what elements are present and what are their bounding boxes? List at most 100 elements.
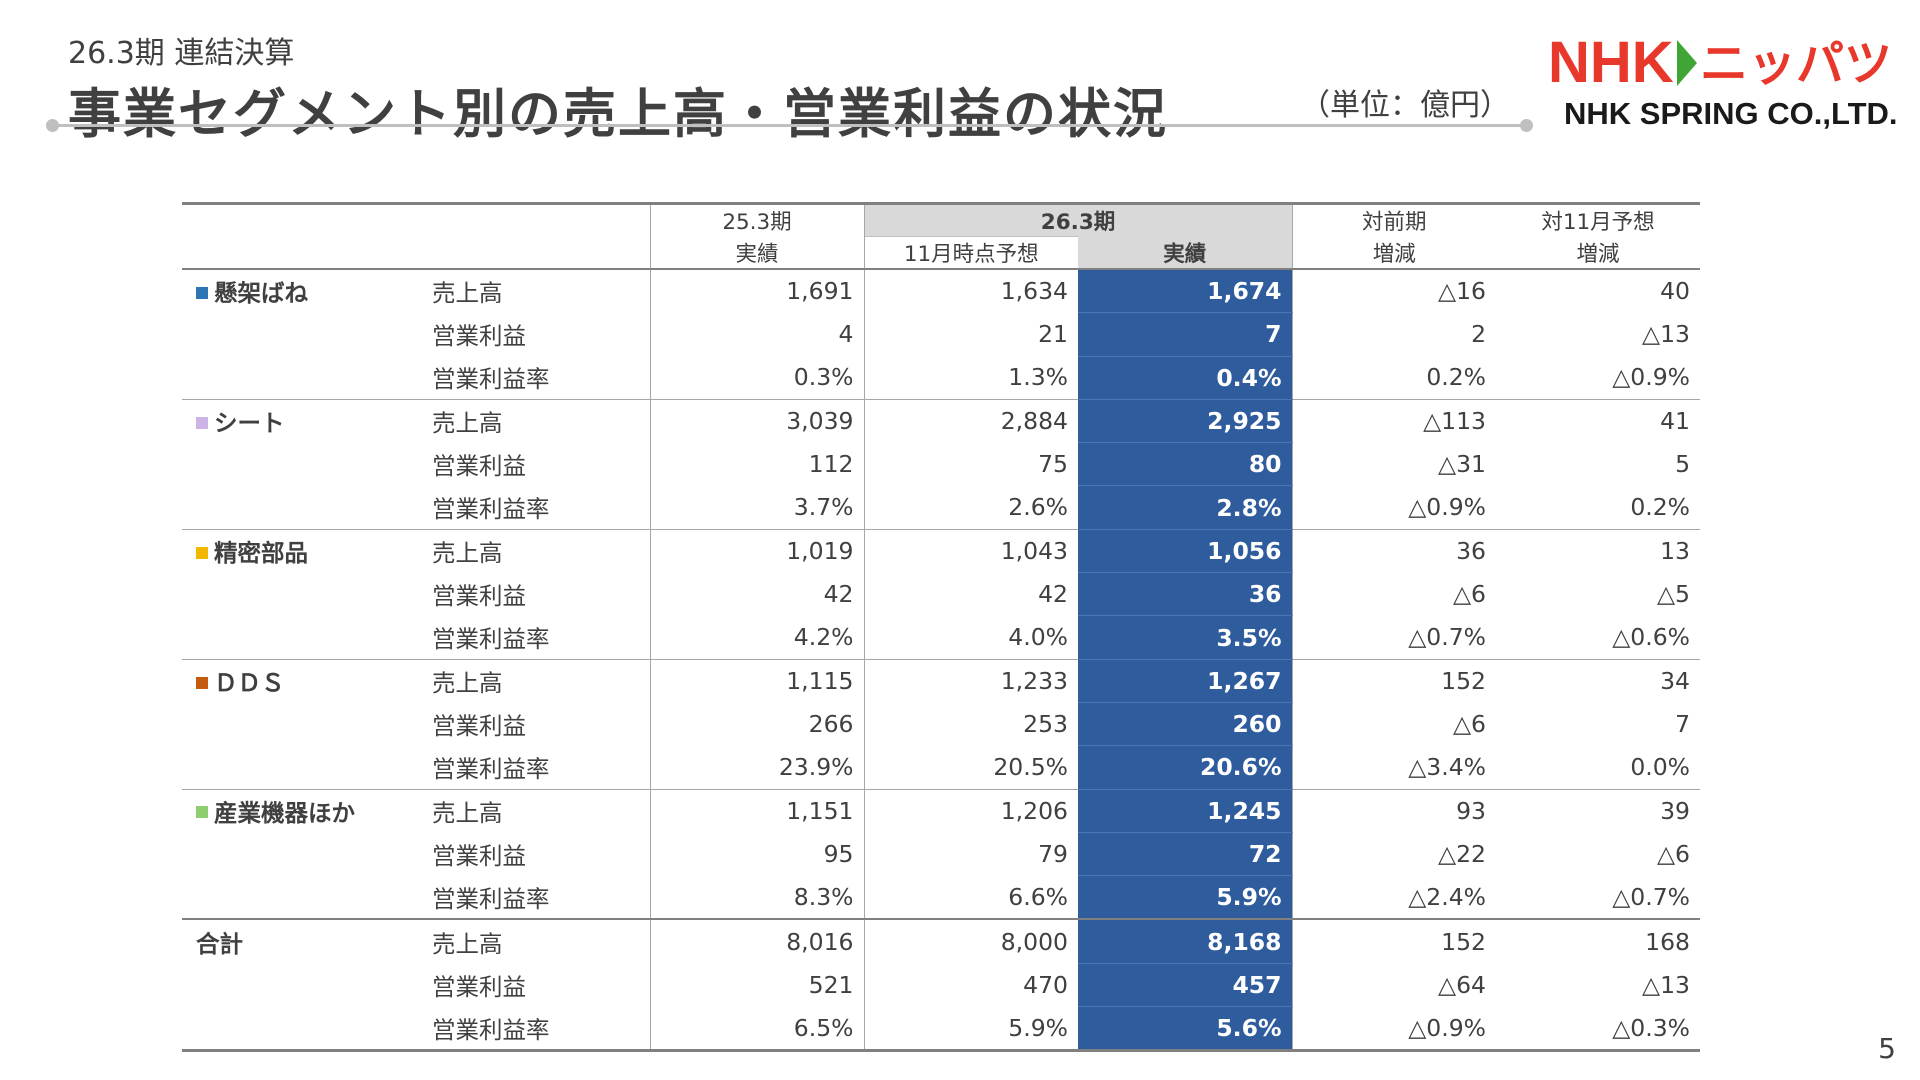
current-actual-cell: 1,674 xyxy=(1078,269,1293,314)
forecast-cell: 4.0% xyxy=(863,615,1078,660)
table-row: 営業利益率 3.7% 2.6% 2.8% △0.9% 0.2% xyxy=(182,485,1700,530)
prev-actual-cell: 1,019 xyxy=(649,528,864,573)
diff-prev-cell: △2.4% xyxy=(1291,875,1497,920)
metric-label: 営業利益 xyxy=(432,712,526,741)
page-number: 5 xyxy=(1878,1032,1896,1065)
metric-label: 営業利益率 xyxy=(432,365,550,394)
diff-forecast-cell: △0.7% xyxy=(1612,883,1691,912)
table-row: 営業利益 4 21 7 2 △13 xyxy=(182,312,1700,357)
diff-prev-cell: △0.9% xyxy=(1291,1006,1497,1053)
prev-actual-cell: 95 xyxy=(649,832,864,876)
current-actual-cell: 5.6% xyxy=(1078,1006,1293,1053)
table-row: 精密部品 売上高 1,019 1,043 1,056 36 13 xyxy=(182,528,1701,574)
diff-forecast-cell: 13 xyxy=(1496,528,1701,573)
table-row: 産業機器ほか 売上高 1,151 1,206 1,245 93 39 xyxy=(182,788,1701,833)
prev-actual-cell: 0.3% xyxy=(649,356,864,400)
current-actual-cell: 0.4% xyxy=(1078,356,1293,400)
col-cur-actual: 実績 xyxy=(1078,236,1293,270)
segment-name: 合計 xyxy=(182,918,432,964)
col-vs-prev: 対前期 xyxy=(1291,202,1497,237)
prev-actual-cell: 4 xyxy=(649,312,864,357)
forecast-cell: 79 xyxy=(863,832,1078,876)
col-prev-actual: 実績 xyxy=(649,236,864,270)
current-actual-cell: 1,056 xyxy=(1078,528,1293,574)
table-row: 営業利益 42 42 36 △6 △5 xyxy=(182,572,1700,617)
prev-actual-cell: 266 xyxy=(649,702,864,746)
metric-label: 売上高 xyxy=(432,398,650,443)
table-row: 懸架ばね 売上高 1,691 1,634 1,674 △16 40 xyxy=(182,269,1700,314)
segment-color-marker xyxy=(196,806,208,819)
metric-label: 売上高 xyxy=(432,279,503,308)
forecast-cell: 6.6% xyxy=(863,875,1078,920)
col-nov-forecast: 11月時点予想 xyxy=(863,236,1078,270)
metric-label: 営業利益率 xyxy=(432,625,550,654)
underline-left-dot xyxy=(46,119,59,132)
diff-forecast-cell: △0.6% xyxy=(1612,623,1691,652)
forecast-cell: 1.3% xyxy=(863,356,1078,400)
diff-prev-cell: 93 xyxy=(1291,788,1497,833)
table-row: 営業利益率 0.3% 1.3% 0.4% 0.2% △0.9% xyxy=(182,356,1700,400)
diff-forecast-cell: 40 xyxy=(1660,277,1691,306)
metric-label: 営業利益 xyxy=(432,582,526,611)
table-row: シート 売上高 3,039 2,884 2,925 △113 41 xyxy=(182,398,1701,444)
prev-actual-cell: 521 xyxy=(649,963,864,1007)
prev-actual-cell: 1,151 xyxy=(649,788,864,833)
diff-forecast-cell: 41 xyxy=(1496,398,1701,443)
table-row: 合計 売上高 8,016 8,000 8,168 152 168 xyxy=(182,918,1701,964)
col-cur-period: 26.3期 xyxy=(863,202,1293,237)
diff-prev-cell: △64 xyxy=(1291,963,1497,1007)
segment-color-marker xyxy=(196,676,208,689)
prev-actual-cell: 6.5% xyxy=(649,1006,864,1053)
forecast-cell: 2.6% xyxy=(863,485,1078,530)
diff-prev-cell: △16 xyxy=(1291,269,1497,313)
section-subtitle: 26.3期 連結決算 xyxy=(68,36,295,71)
diff-prev-cell: 0.2% xyxy=(1291,356,1497,400)
title-underline xyxy=(52,124,1526,127)
metric-label: 営業利益率 xyxy=(432,495,550,524)
header-row-1: 25.3期 26.3期 対前期 対11月予想 xyxy=(182,202,1701,237)
diff-prev-cell: △113 xyxy=(1291,398,1497,443)
forecast-cell: 42 xyxy=(863,572,1078,616)
segment-label: シート xyxy=(214,409,285,438)
forecast-cell: 253 xyxy=(863,702,1078,746)
prev-actual-cell: 42 xyxy=(649,572,864,616)
current-actual-cell: 1,267 xyxy=(1078,658,1293,703)
segment-name: ＤＤＳ xyxy=(182,658,432,703)
diff-forecast-cell: △13 xyxy=(1642,970,1691,999)
diff-prev-cell: △22 xyxy=(1291,832,1497,876)
segment-label: 懸架ばね xyxy=(214,279,308,308)
table-row: 営業利益率 4.2% 4.0% 3.5% △0.7% △0.6% xyxy=(182,615,1700,660)
current-actual-cell: 3.5% xyxy=(1078,615,1293,660)
table-row: ＤＤＳ 売上高 1,115 1,233 1,267 152 34 xyxy=(182,658,1701,703)
current-actual-cell: 80 xyxy=(1078,442,1293,487)
segment-label: ＤＤＳ xyxy=(214,669,285,698)
forecast-cell: 20.5% xyxy=(863,745,1078,790)
logo-nhk: NHK xyxy=(1548,30,1674,95)
diff-forecast-cell: 39 xyxy=(1496,788,1701,833)
current-actual-cell: 36 xyxy=(1078,572,1293,617)
logo-nippatsu: ニッパツ xyxy=(1700,36,1892,92)
metric-label: 営業利益率 xyxy=(432,1006,650,1053)
diff-forecast-cell: △6 xyxy=(1656,840,1691,868)
diff-prev-cell: 152 xyxy=(1291,658,1497,703)
page-title: 事業セグメント別の売上高・営業利益の状況 xyxy=(68,84,1168,145)
current-actual-cell: 2,925 xyxy=(1078,398,1293,444)
nhk-spring-logo: NHK ニッパツ NHK SPRING CO.,LTD. xyxy=(1548,30,1898,131)
table-row: 営業利益 112 75 80 △31 5 xyxy=(182,442,1700,487)
diff-forecast-cell: 5 xyxy=(1675,450,1691,479)
current-actual-cell: 5.9% xyxy=(1078,875,1293,920)
table-row: 営業利益 95 79 72 △22 △6 xyxy=(182,832,1700,877)
diff-prev-cell: △31 xyxy=(1291,442,1497,486)
diff-prev-cell: △0.7% xyxy=(1291,615,1497,660)
segment-results-table: 25.3期 26.3期 対前期 対11月予想 実績 11月時点予想 実績 増減 … xyxy=(182,202,1701,1053)
current-actual-cell: 8,168 xyxy=(1078,918,1293,964)
segment-name: シート xyxy=(182,398,432,443)
col-prev-period: 25.3期 xyxy=(649,202,864,237)
metric-label: 営業利益 xyxy=(432,322,526,351)
diff-forecast-cell: 168 xyxy=(1496,918,1701,964)
current-actual-cell: 72 xyxy=(1078,832,1293,877)
segment-label: 産業機器ほか xyxy=(214,798,355,827)
diff-forecast-cell: 0.2% xyxy=(1630,493,1691,522)
prev-actual-cell: 3.7% xyxy=(649,485,864,530)
metric-label: 売上高 xyxy=(432,788,650,833)
